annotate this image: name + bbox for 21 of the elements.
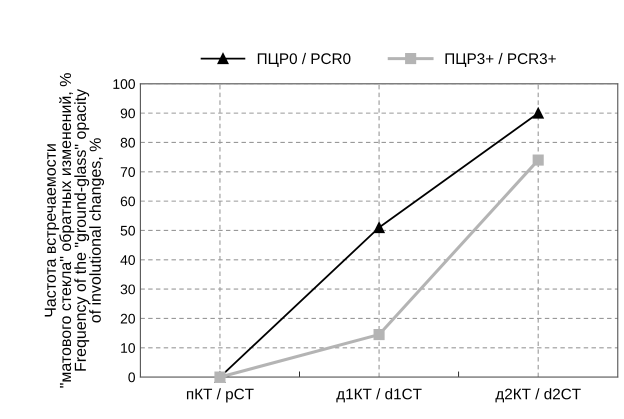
y-tick-label: 90 xyxy=(120,108,135,118)
y-tick-label: 30 xyxy=(120,284,135,294)
y-tick-label: 70 xyxy=(120,167,135,177)
y-tick-label: 10 xyxy=(121,343,135,353)
legend-label: ПЦР3+ / PCR3+ xyxy=(445,52,556,67)
y-tick-label: 40 xyxy=(120,255,135,265)
x-tick-label: пКТ / pCT xyxy=(186,388,254,402)
y-tick-label: 20 xyxy=(120,314,135,324)
y-tick-label: 80 xyxy=(120,138,135,148)
point xyxy=(374,329,385,340)
x-tick-label: д1КТ / d1CT xyxy=(336,388,422,402)
y-tick-label: 60 xyxy=(120,196,135,206)
y-tick-label: 0 xyxy=(128,372,135,382)
point xyxy=(532,108,544,119)
x-tick-label: д2КТ / d2CT xyxy=(495,388,581,402)
y-tick-label: 100 xyxy=(113,79,135,89)
y-axis-title: Частота встречаемости "матового стекла" обратных изменений, % Frequency of the "ground-glass" opacity of involutional changes, % xyxy=(44,73,104,388)
legend-label: ПЦР0 / PCR0 xyxy=(258,52,350,67)
y-tick-label: 50 xyxy=(120,226,135,236)
point xyxy=(532,154,544,166)
point xyxy=(374,222,385,234)
